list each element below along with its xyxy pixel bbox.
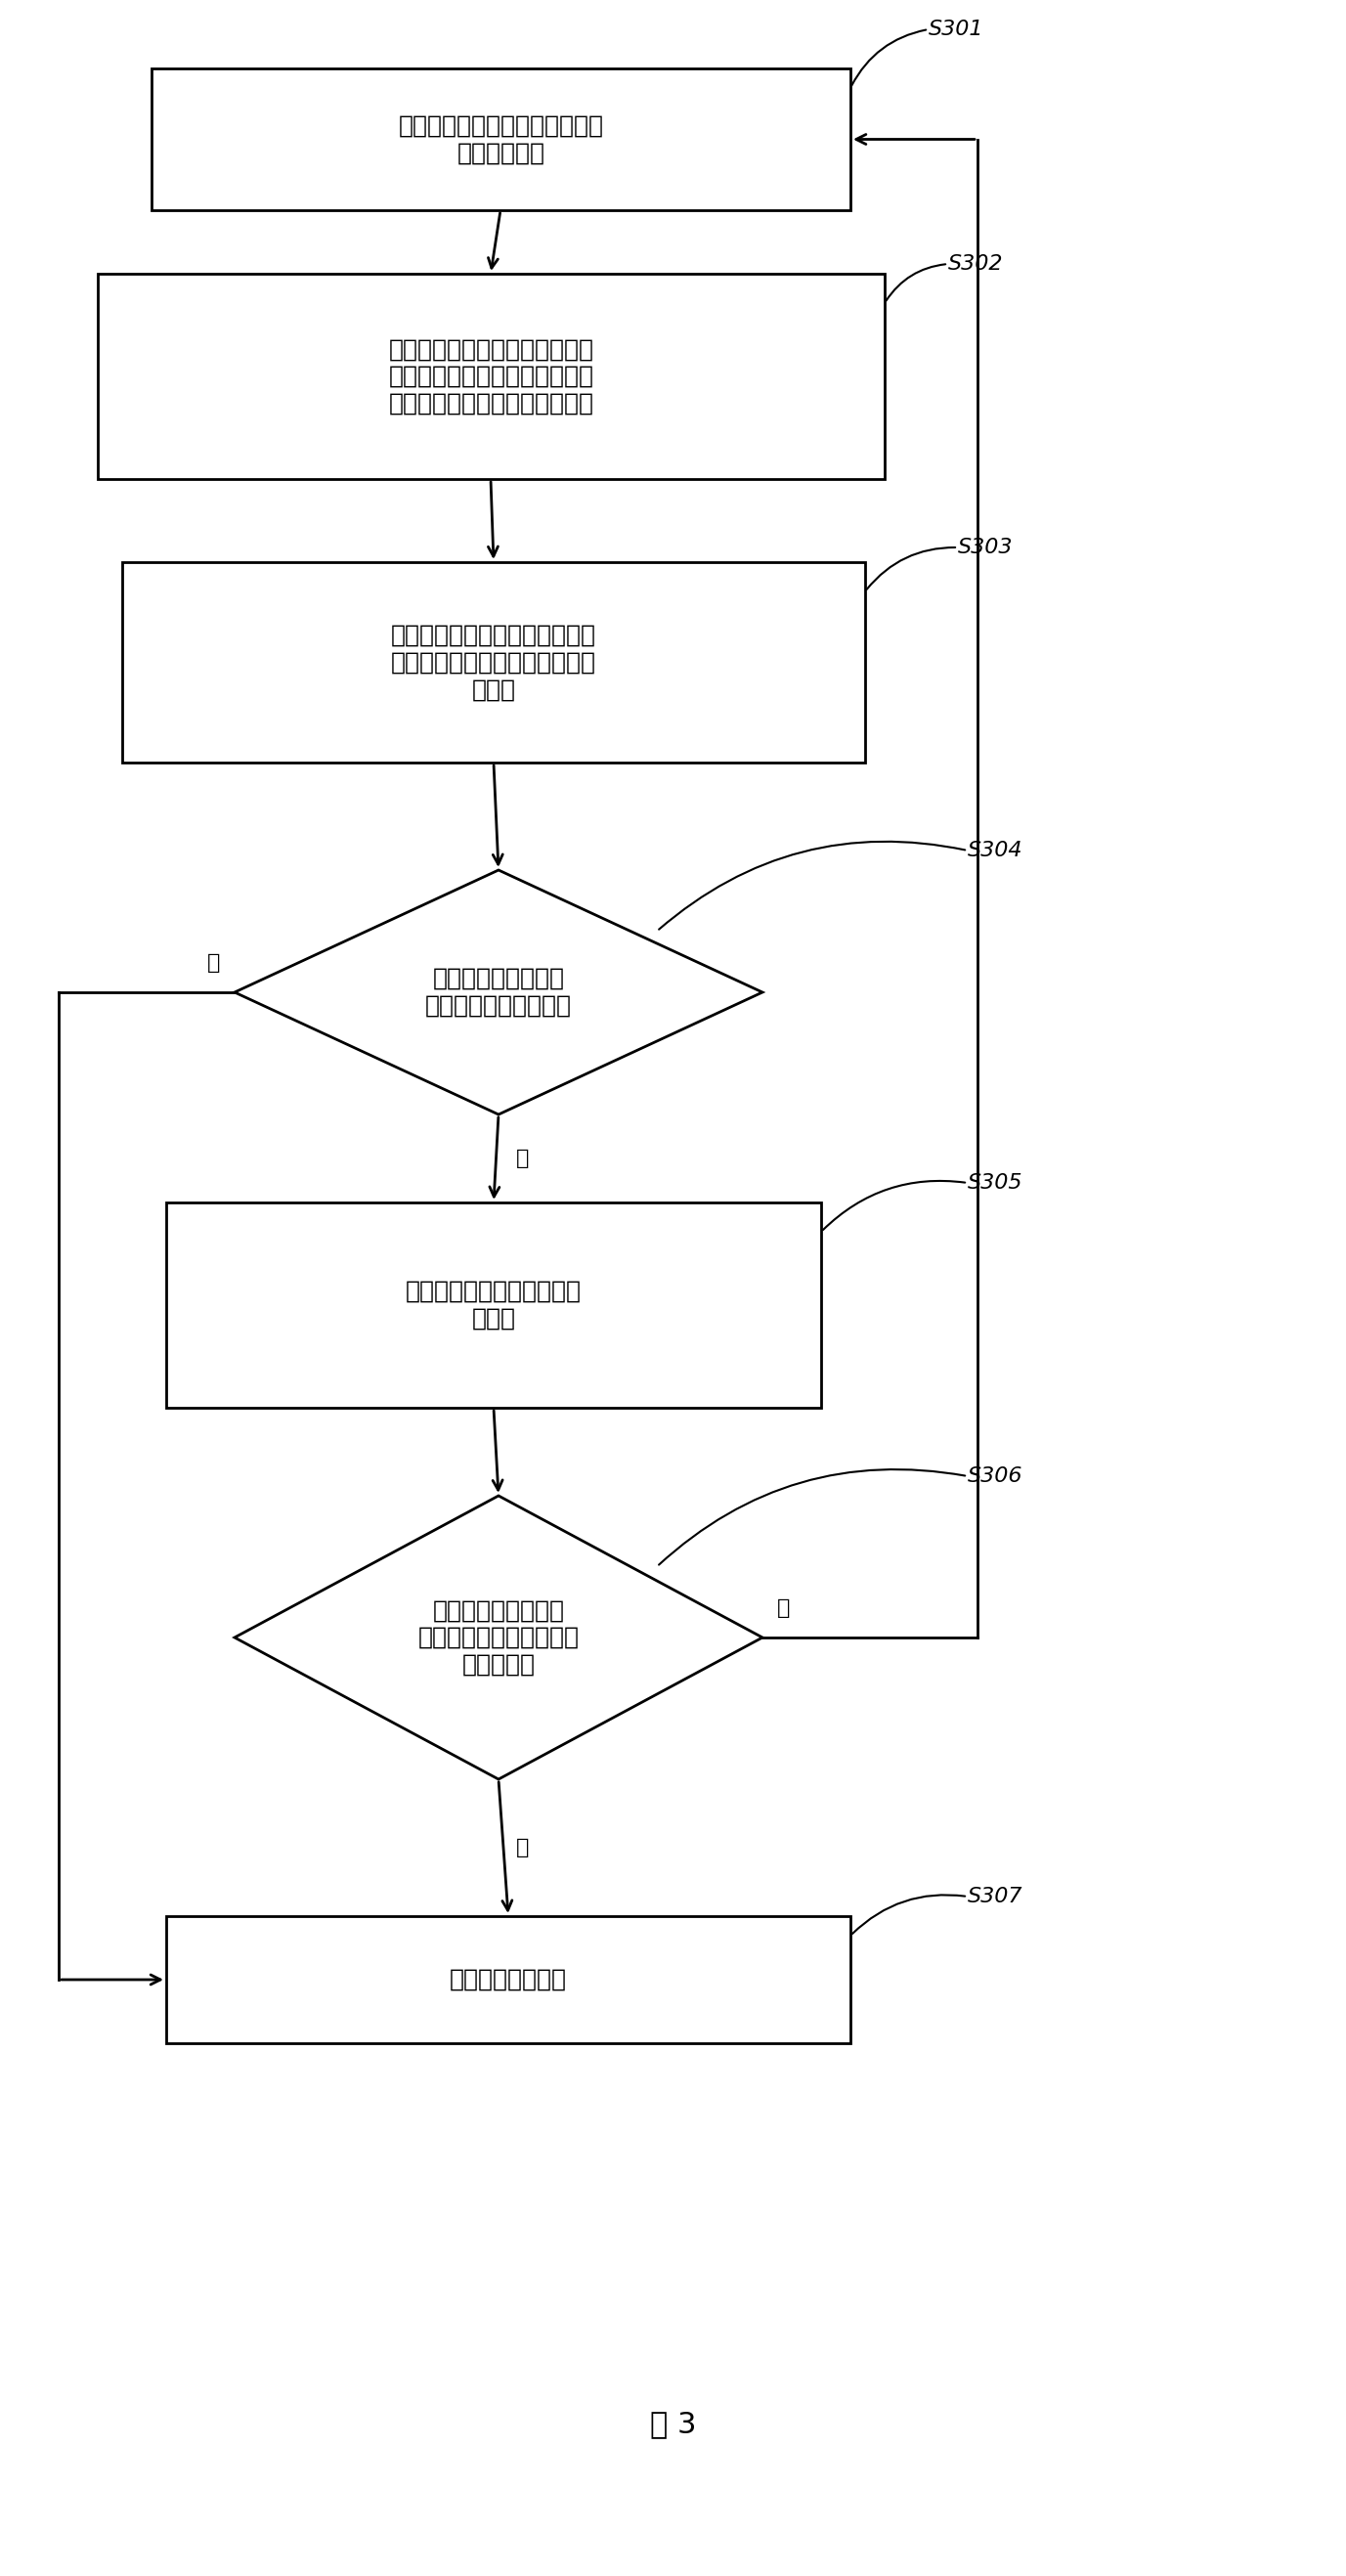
Text: 计算起重机任意相邻支腿的
受力和: 计算起重机任意相邻支腿的 受力和 — [405, 1280, 581, 1329]
Text: 进行力矩限制处理: 进行力矩限制处理 — [450, 1968, 567, 1991]
Bar — [98, 273, 884, 479]
Text: 是: 是 — [777, 1597, 790, 1618]
Bar — [166, 1203, 821, 1406]
Bar — [152, 70, 851, 211]
Text: S302: S302 — [948, 255, 1003, 273]
Text: S307: S307 — [968, 1886, 1023, 1906]
Text: S301: S301 — [929, 21, 984, 39]
Bar — [122, 562, 865, 762]
Text: 确定起重机当前工作状态对应的
额定工作载荷: 确定起重机当前工作状态对应的 额定工作载荷 — [398, 113, 603, 165]
Text: S304: S304 — [968, 840, 1023, 860]
Text: 是: 是 — [516, 1149, 529, 1170]
Text: S303: S303 — [958, 538, 1014, 556]
Text: 图 3: 图 3 — [650, 2411, 696, 2439]
Text: 工作力矩百分比小于
等于预定的力矩限度？: 工作力矩百分比小于 等于预定的力矩限度？ — [425, 966, 572, 1018]
Text: 以上述吸重与起重机额定工作载
荷相比，获得起重机的工作力矩
百分比: 以上述吸重与起重机额定工作载 荷相比，获得起重机的工作力矩 百分比 — [390, 623, 596, 701]
Text: 否: 否 — [207, 953, 219, 974]
Polygon shape — [234, 871, 762, 1115]
Polygon shape — [234, 1497, 762, 1780]
Text: S306: S306 — [968, 1466, 1023, 1486]
Text: S305: S305 — [968, 1172, 1023, 1193]
Text: 否: 否 — [516, 1837, 529, 1857]
Bar — [166, 1917, 851, 2043]
Text: 起重机任意相邻支腿
的受力和大于等于预定的
倾翻阈值？: 起重机任意相邻支腿 的受力和大于等于预定的 倾翻阈值？ — [417, 1600, 579, 1677]
Text: 在起重机吸有重物时，检测获得
起重机各支腿受力，将各支腿受
力和减去起重机自重，获得吸重: 在起重机吸有重物时，检测获得 起重机各支腿受力，将各支腿受 力和减去起重机自重，… — [389, 337, 594, 415]
